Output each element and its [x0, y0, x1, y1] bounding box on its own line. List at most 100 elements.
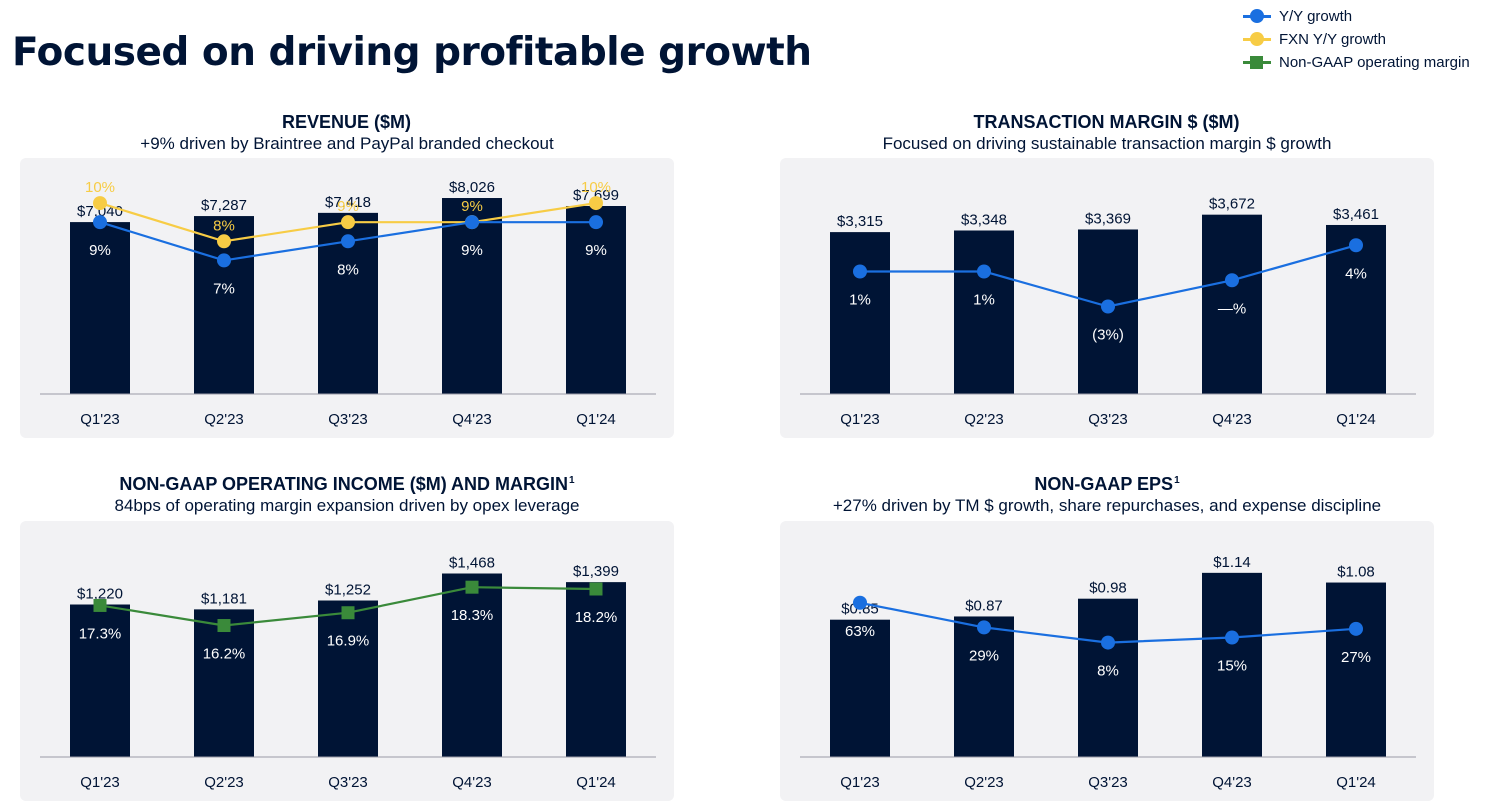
legend-marker-fxn-yy-growth	[1243, 29, 1271, 49]
x-tick-label: Q2'23	[204, 774, 244, 791]
data-label-y-y-growth: 8%	[1097, 663, 1119, 680]
transaction-margin-title: TRANSACTION MARGIN $ ($M)	[973, 112, 1240, 132]
bar-value-label: $3,672	[1209, 196, 1255, 213]
data-point-y-y-growth	[1349, 621, 1363, 636]
bar	[442, 198, 502, 394]
transaction-margin-header: TRANSACTION MARGIN $ ($M) Focused on dri…	[780, 108, 1434, 155]
revenue-subtitle: +9% driven by Braintree and PayPal brand…	[140, 134, 554, 153]
x-tick-label: Q1'24	[1336, 411, 1376, 428]
data-label-y-y-growth: 63%	[845, 623, 875, 640]
data-point-fxn-y-y-growth	[93, 196, 107, 211]
x-tick-label: Q4'23	[1212, 411, 1252, 428]
data-label-fxn-y-y-growth: 10%	[581, 179, 611, 196]
bar	[194, 609, 254, 757]
x-tick-label: Q1'23	[80, 411, 120, 428]
x-tick-label: Q2'23	[964, 774, 1004, 791]
data-point-y-y-growth	[1349, 238, 1363, 253]
bar	[318, 600, 378, 757]
bar	[1202, 572, 1262, 757]
data-label-y-y-growth: 9%	[461, 242, 483, 259]
data-point-y-y-growth	[217, 253, 231, 268]
bar-value-label: $3,369	[1085, 210, 1131, 227]
data-point-y-y-growth	[1225, 630, 1239, 645]
bar	[1326, 224, 1386, 394]
x-tick-label: Q4'23	[452, 411, 492, 428]
x-tick-label: Q2'23	[964, 411, 1004, 428]
operating-income-subtitle: 84bps of operating margin expansion driv…	[114, 496, 580, 515]
transaction-margin-chart: $3,315 Q1'23 $3,348 Q2'23 $3,369 Q3'23 $3,672 Q…	[800, 196, 1416, 428]
data-point-non-gaap-operating-margin	[93, 598, 107, 612]
data-label-y-y-growth: 15%	[1217, 658, 1247, 675]
x-tick-label: Q3'23	[1088, 411, 1128, 428]
bar-value-label: $7,287	[201, 197, 247, 214]
bar	[566, 206, 626, 394]
operating-income-title: NON-GAAP OPERATING INCOME ($M) AND MARGI…	[119, 474, 575, 494]
data-point-y-y-growth	[341, 234, 355, 249]
bar-value-label: $1,220	[77, 586, 123, 603]
x-tick-label: Q3'23	[328, 774, 368, 791]
data-label-fxn-y-y-growth: 8%	[213, 217, 235, 234]
bar-value-label: $7,418	[325, 194, 371, 211]
data-label-fxn-y-y-growth: 9%	[461, 198, 483, 215]
data-label-y-y-growth: 9%	[585, 242, 607, 259]
legend-label: Y/Y growth	[1279, 7, 1353, 25]
legend-item-yy-growth: Y/Y growth	[1243, 5, 1470, 27]
bar-value-label: $1,181	[201, 590, 247, 607]
data-point-y-y-growth	[589, 215, 603, 230]
bar-value-label: $3,315	[837, 213, 883, 230]
bar-value-label: $1.14	[1213, 554, 1251, 571]
eps-chart: $0.85Q1'23$0.87Q2'23$0.98Q3'23$1.14Q4'23…	[800, 554, 1416, 791]
revenue-title: REVENUE ($M)	[281, 112, 411, 132]
x-tick-label: Q4'23	[452, 774, 492, 791]
x-tick-label: Q1'24	[576, 411, 616, 428]
data-point-y-y-growth	[977, 620, 991, 635]
data-label-fxn-y-y-growth: 10%	[85, 179, 115, 196]
x-tick-label: Q1'23	[840, 774, 880, 791]
data-label-y-y-growth: 27%	[1341, 649, 1371, 666]
x-tick-label: Q1'24	[576, 774, 616, 791]
bar-value-label: $0.87	[965, 597, 1003, 614]
data-label-non-gaap-operating-margin: 16.2%	[203, 646, 246, 663]
data-point-y-y-growth	[1101, 299, 1115, 314]
data-point-non-gaap-operating-margin	[341, 606, 355, 620]
bar-value-label: $1,252	[325, 582, 371, 599]
legend-label: Non-GAAP operating margin	[1279, 53, 1470, 71]
bar-value-label: $8,026	[449, 179, 495, 196]
data-label-non-gaap-operating-margin: 18.3%	[451, 607, 494, 624]
bar	[70, 222, 130, 394]
data-point-non-gaap-operating-margin	[217, 619, 231, 633]
bar	[830, 619, 890, 757]
data-label-y-y-growth: 29%	[969, 647, 999, 664]
operating-income-header: NON-GAAP OPERATING INCOME ($M) AND MARGI…	[20, 470, 674, 517]
bar	[566, 582, 626, 757]
eps-subtitle: +27% driven by TM $ growth, share repurc…	[832, 496, 1382, 515]
legend: Y/Y growth FXN Y/Y growth Non-GAAP opera…	[1243, 5, 1470, 74]
bar-value-label: $1,468	[449, 555, 495, 572]
legend-item-fxn-yy-growth: FXN Y/Y growth	[1243, 28, 1470, 50]
x-tick-label: Q3'23	[1088, 774, 1128, 791]
data-label-fxn-y-y-growth: 9%	[337, 198, 359, 215]
data-point-non-gaap-operating-margin	[465, 580, 479, 594]
legend-item-operating-margin: Non-GAAP operating margin	[1243, 51, 1470, 73]
data-point-non-gaap-operating-margin	[589, 582, 603, 596]
bar	[954, 616, 1014, 757]
bar	[954, 230, 1014, 394]
bar-value-label: $3,348	[961, 211, 1007, 228]
revenue-header: REVENUE ($M) +9% driven by Braintree and…	[20, 108, 674, 155]
data-label-y-y-growth: 7%	[213, 280, 235, 297]
eps-chart-card: $0.85Q1'23$0.87Q2'23$0.98Q3'23$1.14Q4'23…	[780, 521, 1434, 801]
bar-value-label: $1,399	[573, 563, 619, 580]
x-tick-label: Q2'23	[204, 411, 244, 428]
bar	[1202, 214, 1262, 394]
revenue-chart: $7,040Q1'23$7,287Q2'23$7,418Q3'23$8,026Q…	[40, 179, 656, 428]
x-tick-label: Q4'23	[1212, 774, 1252, 791]
data-label-y-y-growth: 1%	[973, 292, 995, 309]
eps-title: NON-GAAP EPS1	[1034, 474, 1180, 494]
page-title: Focused on driving profitable growth	[12, 30, 812, 75]
data-label-non-gaap-operating-margin: 18.2%	[575, 609, 618, 626]
data-label-y-y-growth: 4%	[1345, 265, 1367, 282]
bar	[1078, 598, 1138, 757]
bar	[830, 232, 890, 394]
bar-value-label: $1.08	[1337, 564, 1375, 581]
bar-value-label: $3,461	[1333, 206, 1379, 223]
